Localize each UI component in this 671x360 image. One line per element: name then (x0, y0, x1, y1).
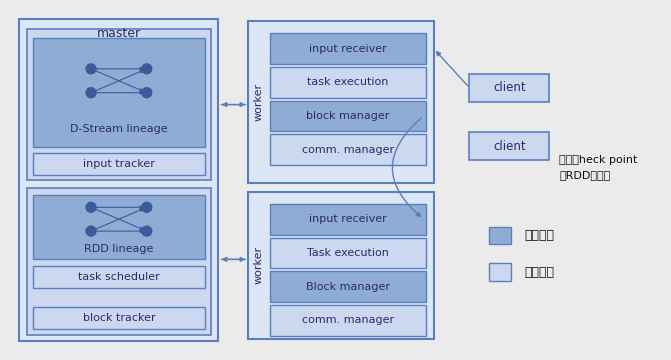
Text: client: client (493, 81, 525, 94)
Text: worker: worker (254, 83, 263, 121)
FancyBboxPatch shape (270, 67, 425, 98)
Text: Block manager: Block manager (306, 282, 390, 292)
FancyBboxPatch shape (270, 100, 425, 131)
Circle shape (86, 202, 96, 212)
FancyBboxPatch shape (270, 204, 425, 235)
Text: input receiver: input receiver (309, 214, 386, 224)
Text: task execution: task execution (307, 77, 389, 87)
Text: block manager: block manager (306, 111, 390, 121)
FancyBboxPatch shape (470, 74, 549, 102)
FancyBboxPatch shape (34, 153, 205, 175)
FancyBboxPatch shape (270, 271, 425, 302)
Text: input tracker: input tracker (83, 159, 155, 169)
FancyBboxPatch shape (19, 19, 219, 341)
Text: task scheduler: task scheduler (78, 272, 160, 282)
Circle shape (142, 64, 152, 74)
Text: 修改组件: 修改组件 (524, 266, 554, 279)
Text: comm. manager: comm. manager (302, 145, 394, 155)
FancyBboxPatch shape (28, 188, 211, 335)
Text: block tracker: block tracker (83, 313, 155, 323)
FancyBboxPatch shape (248, 21, 433, 183)
FancyBboxPatch shape (270, 238, 425, 268)
Text: worker: worker (254, 246, 263, 284)
Text: input receiver: input receiver (309, 44, 386, 54)
FancyBboxPatch shape (248, 192, 433, 339)
Circle shape (86, 88, 96, 98)
Circle shape (142, 226, 152, 236)
Circle shape (142, 88, 152, 98)
Circle shape (142, 202, 152, 212)
FancyBboxPatch shape (489, 227, 511, 244)
Text: 输入双heck point: 输入双heck point (559, 155, 637, 165)
Circle shape (86, 226, 96, 236)
Text: master: master (97, 27, 141, 40)
Text: 的RDD的副本: 的RDD的副本 (559, 170, 611, 180)
FancyBboxPatch shape (470, 132, 549, 160)
FancyBboxPatch shape (34, 307, 205, 329)
Text: 新增组件: 新增组件 (524, 229, 554, 242)
Text: D-Stream lineage: D-Stream lineage (70, 125, 168, 134)
FancyBboxPatch shape (270, 33, 425, 64)
FancyBboxPatch shape (34, 38, 205, 147)
FancyBboxPatch shape (270, 305, 425, 336)
Circle shape (86, 64, 96, 74)
Text: client: client (493, 140, 525, 153)
FancyBboxPatch shape (34, 266, 205, 288)
Text: RDD lineage: RDD lineage (85, 244, 154, 255)
FancyBboxPatch shape (489, 264, 511, 281)
FancyBboxPatch shape (34, 195, 205, 260)
FancyBboxPatch shape (270, 134, 425, 165)
Text: Task execution: Task execution (307, 248, 389, 258)
Text: comm. manager: comm. manager (302, 315, 394, 325)
FancyBboxPatch shape (28, 29, 211, 180)
